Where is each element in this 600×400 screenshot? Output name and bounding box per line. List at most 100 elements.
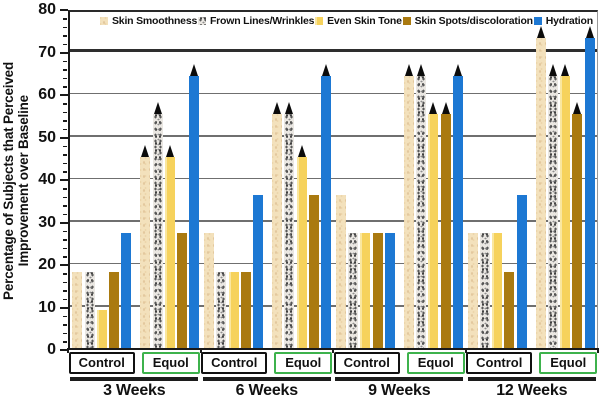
bars-layer	[70, 12, 597, 348]
subgroup-equol	[535, 25, 595, 348]
subgroup-equol	[403, 64, 463, 348]
bar-slot	[272, 102, 283, 348]
y-tick-label-0: 0	[47, 341, 56, 358]
week-label: 12 Weeks	[496, 381, 568, 399]
y-minor-tick	[63, 213, 67, 215]
bar-slot	[152, 102, 163, 348]
bar-tan-speckle	[467, 233, 478, 348]
y-minor-tick	[63, 26, 67, 28]
y-minor-tick	[63, 128, 67, 130]
bar-blue	[189, 76, 200, 348]
bar-slot	[308, 195, 319, 348]
bar-slot	[403, 64, 414, 348]
week-label: 9 Weeks	[368, 381, 431, 399]
x-boundary-tick	[67, 348, 69, 353]
bar-gray-speckle	[152, 114, 163, 348]
legend-label: Skin Spots/discoloration	[414, 15, 534, 27]
legend-label: Frown Lines/Wrinkles	[209, 15, 315, 27]
bar-gray-speckle	[284, 114, 295, 348]
x-axis-labels: Control Equol 3 Weeks Control Equol 6 Weeks Co…	[68, 352, 598, 400]
y-tick-label-50: 50	[38, 128, 56, 146]
legend-label: Skin Smoothness	[112, 15, 198, 27]
y-major-tick	[60, 179, 68, 181]
y-tick-label-80: 80	[38, 1, 56, 18]
bar-slot	[296, 144, 307, 348]
bar-slot	[204, 233, 215, 348]
legend-item-tan-speckle: Skin Smoothness	[100, 15, 197, 27]
y-tick-label-60: 60	[38, 86, 56, 103]
bar-slot	[560, 64, 571, 348]
y-minor-tick	[63, 86, 67, 88]
y-minor-tick	[63, 103, 67, 105]
equol-label-box: Equol	[406, 352, 465, 374]
bar-yellow	[492, 233, 503, 348]
bar-slot	[109, 271, 120, 348]
significance-arrow-icon	[190, 64, 199, 76]
significance-arrow-icon	[453, 64, 462, 76]
subgroup-boxes-row: Control Equol	[201, 352, 333, 374]
y-major-tick	[60, 306, 68, 309]
bar-tan-speckle	[403, 76, 414, 348]
bar-yellow	[428, 114, 439, 348]
bar-slot	[428, 102, 439, 348]
bar-slot	[492, 233, 503, 348]
significance-arrow-icon	[141, 144, 150, 157]
y-tick-label-40: 40	[38, 171, 56, 188]
bar-slot	[416, 64, 427, 348]
bar-yellow	[296, 156, 307, 348]
bar-slot	[584, 25, 595, 348]
significance-arrow-icon	[165, 144, 174, 157]
y-minor-tick	[63, 35, 67, 37]
significance-arrow-icon	[585, 25, 594, 38]
y-minor-tick	[63, 247, 67, 249]
gridline-70	[70, 48, 597, 52]
bar-blue	[584, 37, 595, 348]
y-minor-tick	[63, 256, 67, 258]
y-major-tick	[60, 349, 68, 351]
y-minor-tick	[63, 230, 67, 232]
y-axis-title-line1: Percentage of Subjects that Perceived	[1, 61, 16, 300]
bar-slot	[360, 233, 371, 348]
bar-tan-speckle	[204, 233, 215, 348]
x-boundary-tick	[464, 348, 467, 353]
legend-swatch-icon	[100, 17, 108, 25]
y-minor-tick	[63, 332, 67, 334]
subgroup-boxes-row: Control Equol	[68, 352, 200, 374]
week-underline	[467, 377, 596, 381]
week-underline	[335, 377, 464, 381]
plot-area: Skin Smoothness Frown Lines/Wrinkles Even …	[68, 10, 598, 350]
bar-yellow	[164, 156, 175, 348]
x-boundary-tick	[597, 348, 599, 353]
y-minor-tick	[63, 171, 67, 173]
bar-tan-speckle	[535, 37, 546, 348]
bar-blue	[516, 195, 527, 348]
y-tick-label-70: 70	[38, 43, 56, 61]
week-label-block: Control Equol 3 Weeks	[68, 352, 201, 400]
control-label-box: Control	[333, 352, 400, 374]
equol-label-box: Equol	[141, 352, 200, 374]
y-major-tick	[60, 221, 68, 224]
significance-arrow-icon	[536, 25, 545, 38]
x-boundary-tick	[199, 348, 202, 353]
y-major-tick	[60, 94, 68, 96]
week-underline	[202, 377, 331, 381]
y-major-tick	[60, 9, 68, 11]
significance-arrow-icon	[573, 102, 582, 115]
bar-slot	[321, 64, 332, 348]
control-label-box: Control	[201, 352, 268, 374]
legend-item-blue: Hydration	[533, 15, 593, 27]
bar-dark-gold	[109, 271, 120, 348]
y-minor-tick	[63, 154, 67, 156]
bar-tan-speckle	[335, 195, 346, 348]
y-major-tick	[60, 264, 68, 266]
bar-yellow	[96, 309, 107, 348]
equol-label-box: Equol	[539, 352, 598, 374]
subgroup-control	[204, 195, 264, 348]
significance-arrow-icon	[297, 144, 306, 157]
legend-swatch-icon	[315, 17, 324, 25]
week-label: 6 Weeks	[235, 381, 299, 399]
bar-slot	[240, 271, 251, 348]
bar-dark-gold	[440, 114, 451, 348]
week-label-block: Control Equol 9 Weeks	[333, 352, 466, 400]
bar-dark-gold	[308, 195, 319, 348]
